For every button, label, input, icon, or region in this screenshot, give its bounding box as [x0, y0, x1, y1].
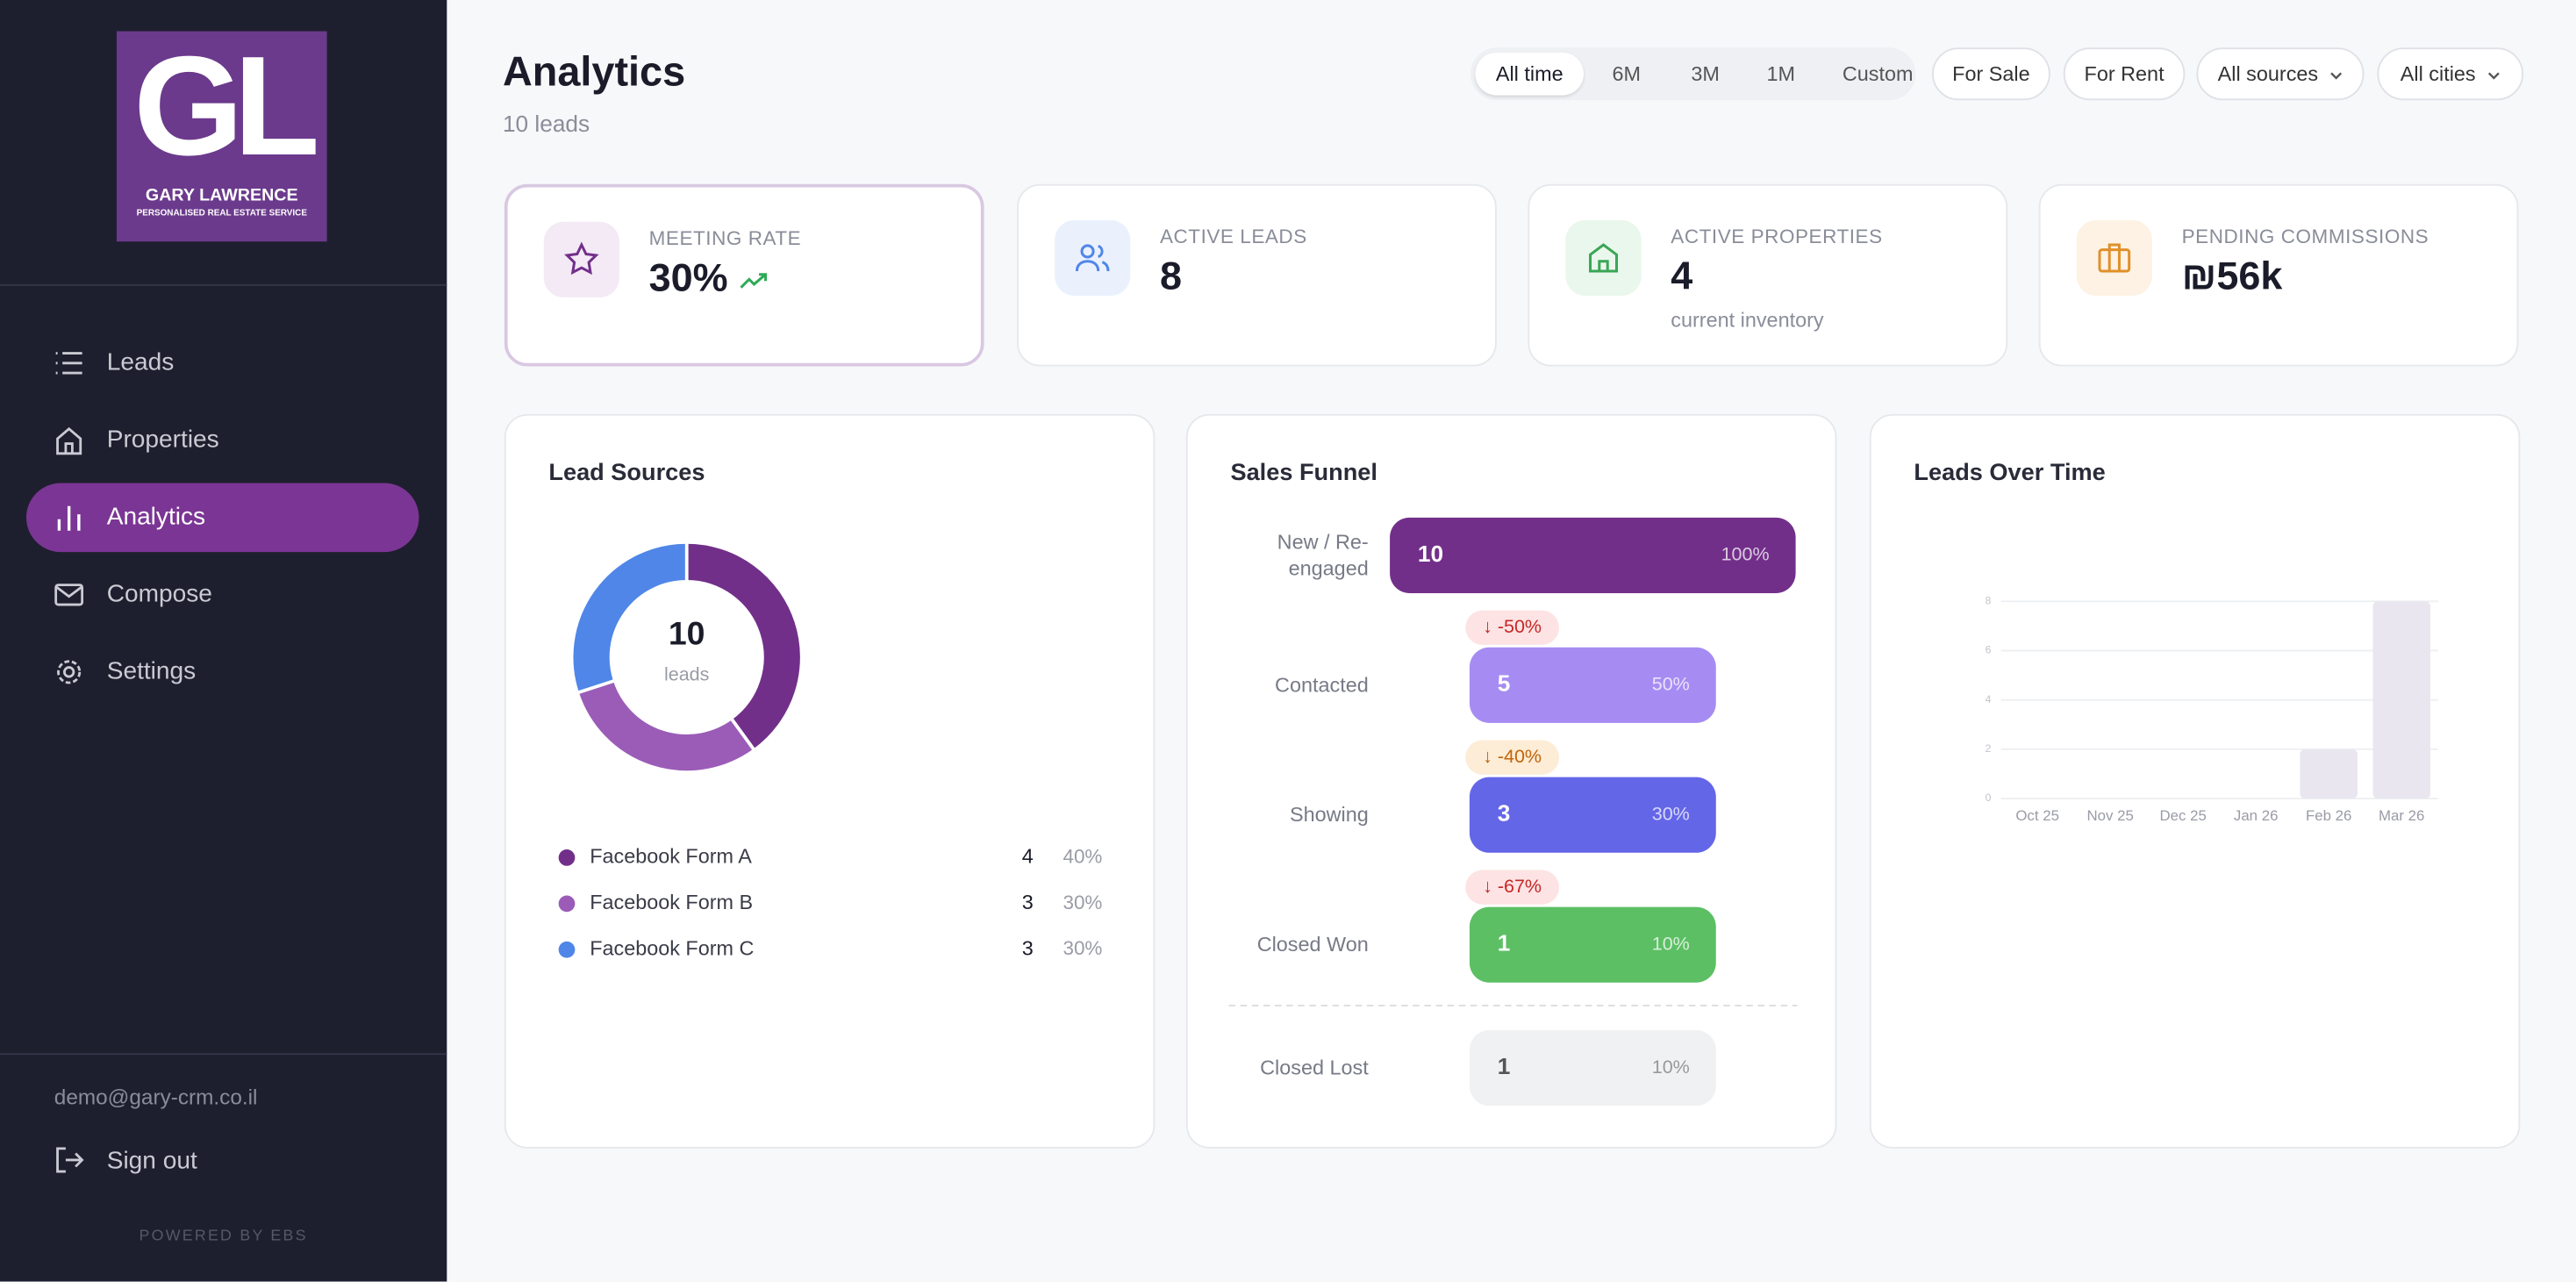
- chevron: [2476, 62, 2501, 85]
- dropdown-label: All sources: [2217, 62, 2319, 86]
- kpi-label: ACTIVE LEADS: [1159, 225, 1307, 248]
- icon: [2098, 243, 2131, 273]
- divider: [0, 1053, 447, 1056]
- kpi-label: ACTIVE PROPERTIES: [1671, 225, 1883, 248]
- nav-label: Compose: [106, 579, 212, 608]
- dropdown[interactable]: All sources: [2196, 47, 2365, 101]
- icon-box: [1565, 219, 1642, 297]
- nav-item[interactable]: Analytics: [25, 483, 419, 553]
- nav-label: Analytics: [106, 502, 206, 531]
- period-option[interactable]: Custom: [1842, 62, 1914, 86]
- kpi-card: MEETING RATE 30%: [504, 183, 984, 367]
- trend-icon: [739, 273, 767, 289]
- kpi-value: ₪56k: [2181, 254, 2283, 299]
- icon-box: [543, 221, 619, 297]
- chevron: [2318, 62, 2343, 85]
- divider: [0, 283, 447, 286]
- icon: [57, 505, 81, 531]
- logo-name: GARY LAWRENCE: [145, 185, 298, 206]
- kpi-label: PENDING COMMISSIONS: [2181, 225, 2429, 248]
- dropdown[interactable]: All cities: [2377, 47, 2524, 101]
- deal-filter[interactable]: For Rent: [2063, 47, 2186, 101]
- period-filter: All time 6M 3M 1M Custom: [1470, 47, 1916, 101]
- nav-label: Leads: [106, 347, 175, 376]
- nav-item[interactable]: Compose: [26, 561, 419, 630]
- kpi-value: 4: [1671, 254, 1693, 299]
- nav-item[interactable]: Settings: [26, 638, 419, 707]
- sidebar: GL GARY LAWRENCE PERSONALISED REAL ESTAT…: [0, 0, 447, 1282]
- funnel-label: Closed Lost: [1260, 1056, 1369, 1080]
- panel-title: Lead Sources: [548, 460, 705, 487]
- panel: Lead Sources: [504, 413, 1156, 1149]
- period-option[interactable]: All time: [1475, 52, 1585, 96]
- icon: [1589, 243, 1618, 273]
- user-email: demo@gary-crm.co.il: [54, 1084, 258, 1109]
- icon-box: [1055, 219, 1131, 297]
- panel: Sales Funnel: [1185, 413, 1837, 1149]
- logo: GL GARY LAWRENCE PERSONALISED REAL ESTAT…: [116, 27, 327, 242]
- sign-out-label: Sign out: [106, 1146, 197, 1175]
- page-title: Analytics: [502, 49, 686, 96]
- kpi-note: current inventory: [1671, 309, 1824, 333]
- period-option[interactable]: 3M: [1691, 62, 1720, 86]
- funnel-label: New / Re-engaged: [1277, 530, 1369, 580]
- nav-label: Settings: [106, 656, 197, 685]
- nav-item[interactable]: Properties: [26, 405, 419, 475]
- kpi-value-text: 30%: [648, 256, 728, 301]
- icon: [54, 584, 84, 606]
- dropdown-label: All cities: [2400, 62, 2476, 86]
- kpi-card: PENDING COMMISSIONS ₪56k: [2038, 183, 2519, 367]
- icon: [564, 241, 599, 276]
- nav-label: Properties: [106, 425, 219, 454]
- icon: [55, 352, 82, 375]
- kpi-card: ACTIVE PROPERTIES 4 current inventory: [1528, 183, 2008, 367]
- icon: [1075, 244, 1110, 272]
- icon-box: [2076, 219, 2152, 297]
- icon: [56, 1147, 84, 1173]
- nav-item[interactable]: Leads: [26, 328, 419, 397]
- kpi-card: ACTIVE LEADS 8: [1017, 183, 1497, 367]
- panel-title: Sales Funnel: [1230, 460, 1377, 487]
- powered-by: POWERED BY EBS: [139, 1227, 308, 1246]
- kpi-label: MEETING RATE: [648, 226, 802, 250]
- funnel-label: Contacted: [1275, 673, 1369, 697]
- kpi-value: 30%: [649, 256, 769, 302]
- period-option[interactable]: 6M: [1612, 62, 1641, 86]
- panel-title: Leads Over Time: [1914, 460, 2106, 487]
- logo-initials: GL: [133, 27, 319, 186]
- icon: [56, 426, 82, 455]
- funnel-label: Showing: [1289, 803, 1369, 827]
- deal-filter[interactable]: For Sale: [1932, 47, 2050, 101]
- logo-tagline: PERSONALISED REAL ESTATE SERVICE: [136, 208, 307, 219]
- page-subtitle: 10 leads: [502, 110, 590, 137]
- kpi-value: 8: [1159, 254, 1182, 299]
- icon: [57, 660, 82, 684]
- funnel-label: Closed Won: [1256, 933, 1369, 956]
- panel: Leads Over Time: [1869, 413, 2521, 1149]
- period-option[interactable]: 1M: [1766, 62, 1796, 86]
